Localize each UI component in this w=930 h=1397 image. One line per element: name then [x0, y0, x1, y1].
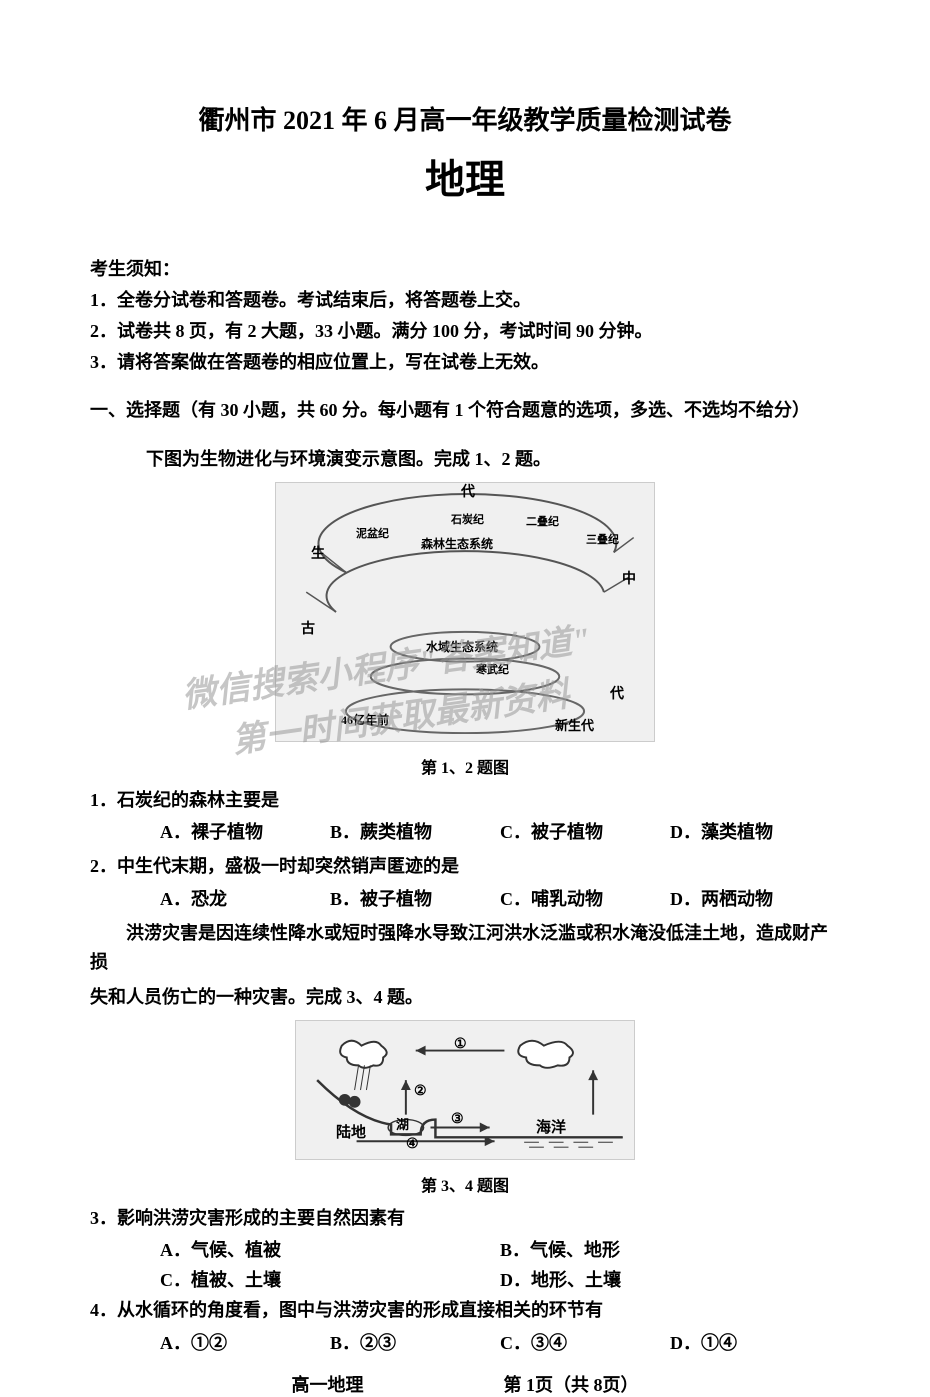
section1-line2: 下图为生物进化与环境演变示意图。完成 1、2 题。: [90, 445, 840, 474]
fig1-label-left: 生: [311, 543, 325, 563]
fig2-ocean: 海洋: [536, 1116, 566, 1137]
q1-opt-a: A．裸子植物: [160, 818, 330, 844]
q4-opt-d: D．①④: [670, 1329, 840, 1355]
fig1-label-time: 46亿年前: [341, 711, 389, 728]
q2-opt-a: A．恐龙: [160, 885, 330, 911]
q2-stem: 2．中生代末期，盛极一时却突然销声匿迹的是: [90, 852, 840, 881]
fig1-label-newera: 新生代: [555, 715, 594, 734]
footer-subject: 高一地理: [292, 1371, 364, 1397]
q3-options: A．气候、植被 B．气候、地形 C．植被、土壤 D．地形、土壤: [90, 1236, 840, 1292]
q1-opt-c: C．被子植物: [500, 818, 670, 844]
q1-opt-b: B．蕨类植物: [330, 818, 500, 844]
figure-1: 代 生 古 中 代 新生代 46亿年前 森林生态系统 水域生态系统 石炭纪 二叠…: [90, 482, 840, 746]
q4-opt-c: C．③④: [500, 1329, 670, 1355]
fig2-n4: ④: [406, 1136, 419, 1153]
q4-opt-a: A．①②: [160, 1329, 330, 1355]
figure-1-image: 代 生 古 中 代 新生代 46亿年前 森林生态系统 水域生态系统 石炭纪 二叠…: [275, 482, 655, 742]
fig1-label-dev: 泥盆纪: [356, 525, 389, 541]
exam-title: 衢州市 2021 年 6 月高一年级教学质量检测试卷: [90, 100, 840, 137]
q1-options: A．裸子植物 B．蕨类植物 C．被子植物 D．藻类植物: [90, 818, 840, 844]
fig1-label-carb: 石炭纪: [451, 511, 484, 527]
q4-options: A．①② B．②③ C．③④ D．①④: [90, 1329, 840, 1355]
figure-2-caption: 第 3、4 题图: [90, 1172, 840, 1196]
fig1-label-dai: 代: [610, 683, 624, 703]
q1-stem: 1．石炭纪的森林主要是: [90, 786, 840, 815]
fig1-label-gu: 古: [301, 618, 315, 638]
fig1-label-water: 水域生态系统: [426, 638, 498, 655]
fig2-n2: ②: [414, 1083, 427, 1100]
q3-opt-a: A．气候、植被: [160, 1236, 500, 1262]
fig2-land: 陆地: [336, 1121, 366, 1142]
footer-page: 第 1页（共 8页）: [504, 1371, 639, 1397]
fig1-label-camb: 寒武纪: [476, 661, 509, 677]
q1-opt-d: D．藻类植物: [670, 818, 840, 844]
fig2-n3: ③: [451, 1111, 464, 1128]
instruction-1: 1．全卷分试卷和答题卷。考试结束后，将答题卷上交。: [90, 287, 840, 314]
instruction-3: 3．请将答案做在答题卷的相应位置上，写在试卷上无效。: [90, 349, 840, 376]
q2-options: A．恐龙 B．被子植物 C．哺乳动物 D．两栖动物: [90, 885, 840, 911]
q2-opt-d: D．两栖动物: [670, 885, 840, 911]
fig1-label-forest: 森林生态系统: [421, 535, 493, 552]
section1-line1: 一、选择题（有 30 小题，共 60 分。每小题有 1 个符合题意的选项，多选、…: [90, 396, 840, 425]
page-footer: 高一地理 第 1页（共 8页）: [90, 1371, 840, 1397]
fig1-label-tri: 三叠纪: [586, 531, 619, 547]
q4-stem: 4．从水循环的角度看，图中与洪涝灾害的形成直接相关的环节有: [90, 1296, 840, 1325]
fig2-lake: 湖: [396, 1114, 409, 1133]
q2-opt-c: C．哺乳动物: [500, 885, 670, 911]
fig1-label-perm: 二叠纪: [526, 513, 559, 529]
q3-opt-c: C．植被、土壤: [160, 1266, 500, 1292]
fig1-label-top: 代: [461, 481, 475, 501]
context34-line1: 洪涝灾害是因连续性降水或短时强降水导致江河洪水泛滥或积水淹没低洼土地，造成财产损: [90, 919, 840, 977]
q2-opt-b: B．被子植物: [330, 885, 500, 911]
q4-opt-b: B．②③: [330, 1329, 500, 1355]
figure-2-image: ① ② ③ ④ 陆地 海洋 湖: [295, 1020, 635, 1160]
subject-title: 地理: [90, 147, 840, 205]
context34-line2: 失和人员伤亡的一种灾害。完成 3、4 题。: [90, 983, 840, 1012]
q3-opt-d: D．地形、土壤: [500, 1266, 840, 1292]
fig1-label-right: 中: [622, 568, 636, 588]
instruction-2: 2．试卷共 8 页，有 2 大题，33 小题。满分 100 分，考试时间 90 …: [90, 318, 840, 345]
q3-opt-b: B．气候、地形: [500, 1236, 840, 1262]
figure-2: ① ② ③ ④ 陆地 海洋 湖: [90, 1020, 840, 1164]
notice-heading: 考生须知：: [90, 255, 840, 281]
q3-stem: 3．影响洪涝灾害形成的主要自然因素有: [90, 1204, 840, 1233]
fig2-n1: ①: [454, 1036, 467, 1053]
figure-1-caption: 第 1、2 题图: [90, 754, 840, 778]
